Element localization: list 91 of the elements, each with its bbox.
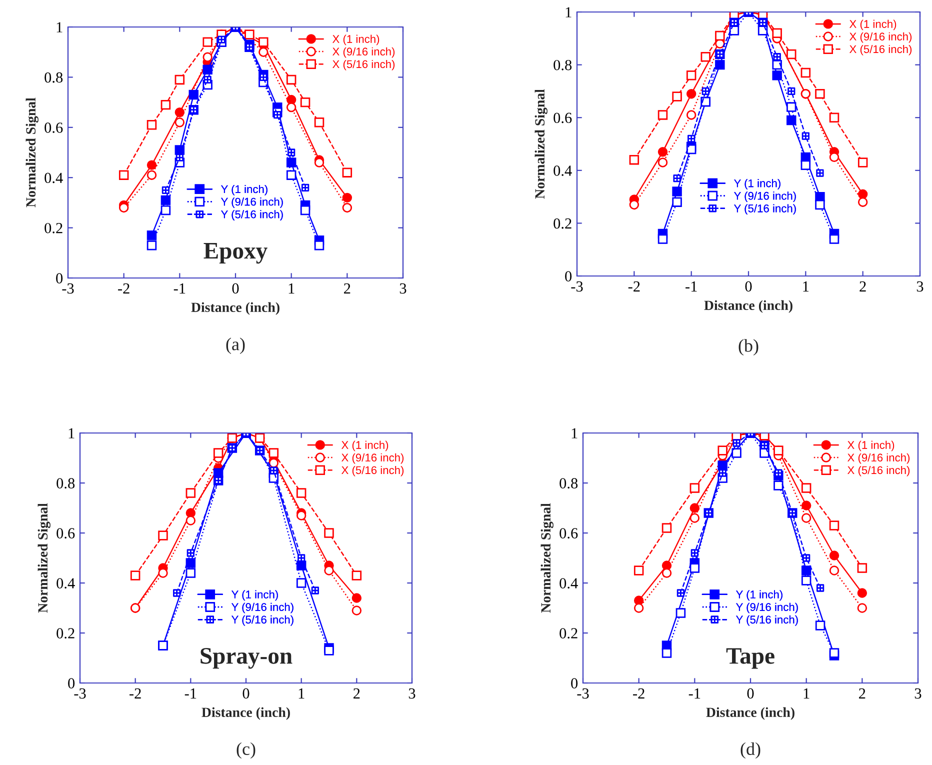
y-tick-label: 0.2 xyxy=(560,628,578,639)
x-tick-label: -1 xyxy=(688,688,700,698)
y-tick-label: 0.4 xyxy=(44,172,63,184)
x-tick-label: -3 xyxy=(571,281,583,292)
legend-label: Y (9/16 inch) xyxy=(232,602,294,614)
legend-label: X (5/16 inch) xyxy=(341,466,404,476)
legend-label: X (1 inch) xyxy=(332,34,380,46)
y-tick-label: 1 xyxy=(572,428,578,438)
y-tick-label: 1 xyxy=(566,7,572,18)
legend-label: Y (5/16 inch) xyxy=(232,615,294,626)
legend-label: X (9/16 inch) xyxy=(341,453,404,464)
x-tick-label: 0 xyxy=(242,688,250,699)
y-tick-label: 0.4 xyxy=(554,166,572,176)
y-tick-label: 1 xyxy=(68,428,74,438)
legend-label: Y (1 inch) xyxy=(736,590,782,601)
x-tick-label: -2 xyxy=(130,688,141,698)
y-tick-label: 0.2 xyxy=(44,222,62,234)
y-axis-title: Normalized Signal xyxy=(38,503,50,613)
annotation: Tape xyxy=(726,648,774,669)
x-tick-label: 3 xyxy=(408,688,416,699)
legend-label: X (9/16 inch) xyxy=(332,47,395,58)
x-tick-label: 2 xyxy=(344,283,350,294)
y-tick-label: 0.4 xyxy=(560,578,578,589)
x-tick-label: -1 xyxy=(184,688,196,698)
x-tick-label: -3 xyxy=(74,688,86,699)
text: (c) xyxy=(236,742,256,759)
y-axis-title: Normalized Signal xyxy=(540,503,554,613)
text: (b) xyxy=(738,339,758,356)
x-tick-label: -2 xyxy=(118,283,130,294)
x-tick-label: 2 xyxy=(860,281,866,292)
x-tick-label: -3 xyxy=(62,283,74,294)
y-tick-label: 0.2 xyxy=(554,218,572,229)
x-tick-label: 0 xyxy=(232,283,239,294)
legend-label: Y (5/16 inch) xyxy=(736,615,798,626)
legend-label: X (1 inch) xyxy=(849,20,896,30)
x-axis-title: Distance (inch) xyxy=(704,300,792,313)
x-tick-label: 3 xyxy=(914,688,922,699)
legend-label: Y (1 inch) xyxy=(734,179,780,190)
x-tick-label: 3 xyxy=(400,283,406,294)
legend-label: Y (5/16 inch) xyxy=(221,210,283,220)
annotation: Spray-on xyxy=(200,648,292,669)
x-tick-label: 2 xyxy=(354,688,360,698)
x-tick-label: 0 xyxy=(745,281,752,292)
y-axis-title: Normalized Signal xyxy=(534,89,548,199)
legend-label: X (9/16 inch) xyxy=(849,32,912,43)
x-tick-label: 0 xyxy=(747,688,754,699)
y-axis-title: Normalized Signal xyxy=(26,98,38,208)
legend-label: X (5/16 inch) xyxy=(847,466,910,476)
y-tick-label: 0.8 xyxy=(560,478,578,489)
legend-label: X (1 inch) xyxy=(847,440,894,452)
legend-label: Y (1 inch) xyxy=(221,184,268,196)
x-tick-label: -2 xyxy=(633,688,644,698)
legend-label: Y (9/16 inch) xyxy=(734,192,796,202)
y-tick-label: 0 xyxy=(571,678,578,688)
y-tick-label: 0.2 xyxy=(56,628,74,639)
legend-label: X (5/16 inch) xyxy=(849,44,912,56)
legend-label: Y (9/16 inch) xyxy=(221,198,283,208)
x-tick-label: -3 xyxy=(577,688,589,699)
legend-label: X (5/16 inch) xyxy=(332,60,395,70)
legend-label: X (9/16 inch) xyxy=(847,453,910,464)
y-tick-label: 0.8 xyxy=(554,60,572,70)
y-tick-label: 1 xyxy=(56,22,62,32)
legend-label: Y (9/16 inch) xyxy=(736,602,798,614)
x-axis-title: Distance (inch) xyxy=(202,707,290,720)
legend-label: Y (5/16 inch) xyxy=(734,204,796,215)
text: (d) xyxy=(740,742,760,759)
y-tick-label: 0 xyxy=(68,678,75,688)
x-tick-label: 1 xyxy=(288,283,294,294)
y-tick-label: 0.6 xyxy=(554,112,572,124)
x-tick-label: 2 xyxy=(859,688,866,698)
y-tick-label: 0.8 xyxy=(44,72,63,83)
y-tick-label: 0.6 xyxy=(560,528,578,539)
y-tick-label: 0.8 xyxy=(56,478,75,489)
y-tick-label: 0 xyxy=(565,271,572,282)
x-tick-label: 1 xyxy=(298,688,304,698)
text: (a) xyxy=(226,338,245,354)
x-tick-label: 1 xyxy=(804,688,810,698)
x-tick-label: 1 xyxy=(803,281,809,292)
x-axis-title: Distance (inch) xyxy=(706,707,794,720)
legend-label: X (1 inch) xyxy=(341,440,388,452)
legend-label: Y (1 inch) xyxy=(232,590,278,601)
x-tick-label: -1 xyxy=(686,281,697,292)
x-tick-label: -1 xyxy=(174,283,186,294)
y-tick-label: 0.4 xyxy=(56,578,75,589)
x-axis-title: Distance (inch) xyxy=(191,302,280,315)
y-tick-label: 0.6 xyxy=(44,122,63,133)
y-tick-label: 0.6 xyxy=(56,528,75,539)
y-tick-label: 0 xyxy=(56,273,63,284)
x-tick-label: 3 xyxy=(916,281,924,292)
x-tick-label: -2 xyxy=(628,281,640,292)
annotation: Epoxy xyxy=(204,243,268,264)
